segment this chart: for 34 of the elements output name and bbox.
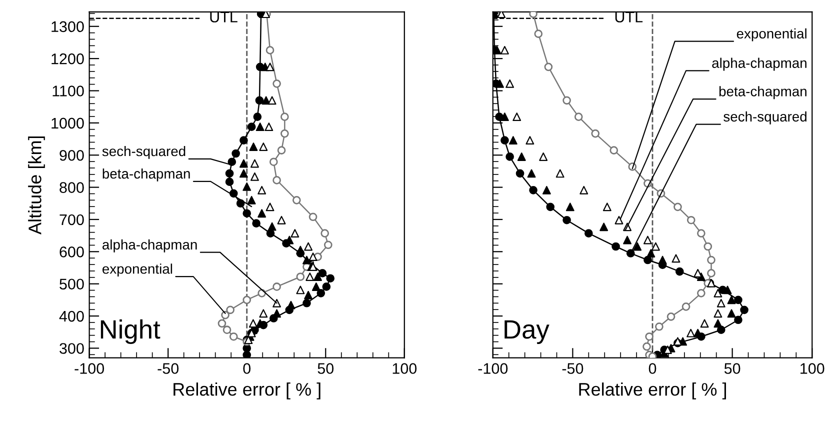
x-tick-label: 50 bbox=[724, 363, 740, 374]
y-tick-label: 1000 bbox=[52, 118, 84, 129]
x-tick-label: -100 bbox=[74, 363, 104, 374]
x-tick-label: 100 bbox=[392, 363, 417, 374]
y-tick-label: 500 bbox=[60, 278, 84, 290]
x-axis-title: Relative error [ % ] bbox=[579, 382, 726, 400]
x-tick-label: 0 bbox=[648, 363, 656, 374]
annotation: exponential bbox=[102, 264, 172, 277]
y-tick-label: 700 bbox=[60, 214, 84, 226]
y-tick-label: 1200 bbox=[52, 53, 84, 64]
annotation: exponential bbox=[736, 28, 806, 42]
annotation: sech-squared bbox=[724, 111, 806, 124]
annotation: sech-squared bbox=[102, 146, 186, 159]
annotation: alpha-chapman bbox=[712, 58, 806, 71]
x-tick-label: -50 bbox=[562, 363, 584, 374]
y-tick-label: 800 bbox=[60, 182, 84, 193]
y-tick-label: 300 bbox=[60, 343, 84, 354]
y-tick-label: 400 bbox=[59, 310, 84, 322]
annotation: Night bbox=[100, 319, 160, 344]
x-tick-label: 50 bbox=[318, 363, 334, 374]
y-tick-label: 600 bbox=[60, 246, 84, 258]
annotation: Day bbox=[504, 320, 550, 344]
y-tick-label: 900 bbox=[60, 150, 84, 161]
x-tick-label: -100 bbox=[478, 363, 508, 374]
annotation: beta-chapman bbox=[719, 86, 806, 100]
x-tick-label: 100 bbox=[800, 363, 824, 374]
x-axis-title: Relative error [ % ] bbox=[174, 382, 320, 400]
y-axis-title: Altitude [km] bbox=[28, 136, 45, 235]
x-tick-label: 0 bbox=[243, 363, 251, 374]
annotation: beta-chapman bbox=[102, 168, 190, 182]
annotation: alpha-chapman bbox=[102, 239, 197, 252]
y-tick-label: 1100 bbox=[52, 86, 84, 96]
x-tick-label: -50 bbox=[158, 363, 179, 374]
y-tick-label: 1300 bbox=[52, 21, 84, 32]
